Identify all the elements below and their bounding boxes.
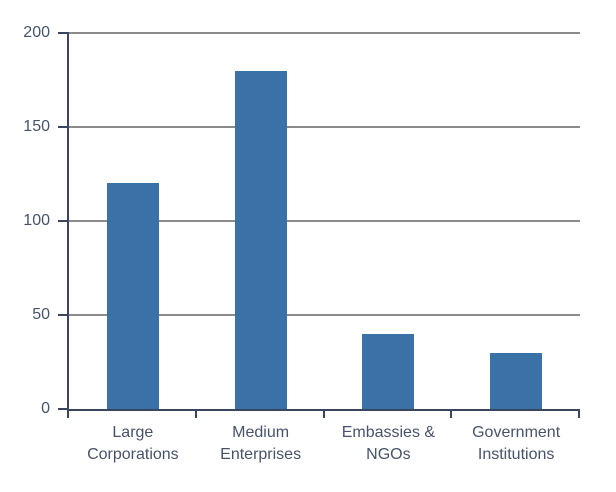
bar: [490, 352, 543, 409]
y-tick-label: 150: [23, 118, 50, 135]
x-axis-tick: [322, 411, 325, 418]
y-tick-label: 200: [23, 24, 50, 41]
bar: [234, 70, 287, 409]
x-axis-tick: [67, 411, 69, 418]
x-axis-tick: [450, 411, 453, 418]
y-axis-line: [67, 32, 69, 409]
gridline: [69, 220, 580, 222]
y-tick-label: 100: [23, 212, 50, 229]
x-axis-tick: [578, 411, 580, 418]
y-axis-tick: [58, 220, 67, 222]
y-axis-tick: [58, 32, 67, 34]
x-axis-tick: [194, 411, 197, 418]
category-label: Large Corporations: [87, 424, 179, 463]
x-axis-line: [67, 409, 580, 411]
category-label: Medium Enterprises: [220, 424, 302, 463]
y-tick-label: 0: [41, 400, 50, 417]
gridline: [69, 126, 580, 128]
plot-area: 0 50 100 150 200 Large Corporations Medium Ent…: [23, 24, 580, 463]
gridline: [69, 314, 580, 316]
category-label: Embassies & NGOs: [341, 424, 436, 463]
y-axis-tick: [58, 408, 67, 410]
gridline: [69, 32, 580, 34]
y-axis-tick: [58, 126, 67, 128]
bar: [362, 333, 415, 409]
category-label: Government Institutions: [472, 424, 561, 463]
y-axis-tick: [58, 314, 67, 316]
y-tick-label: 50: [32, 306, 50, 323]
bar: [106, 183, 159, 409]
